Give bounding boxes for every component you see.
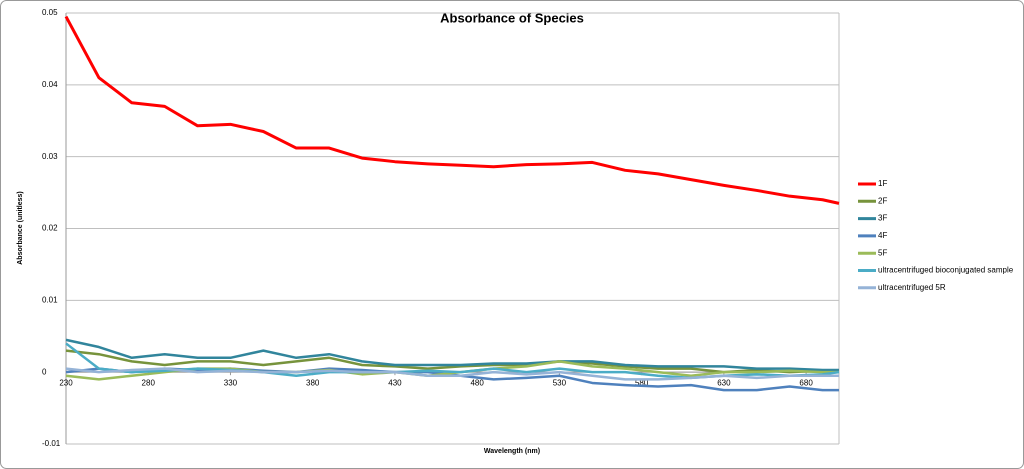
y-tick-label: 0 (42, 367, 47, 376)
x-tick-label: 380 (306, 378, 320, 387)
legend-label: 3F (878, 214, 887, 223)
y-axis-title: Absorbance (unitless) (17, 191, 24, 265)
y-tick-label: 0.04 (42, 80, 58, 89)
x-tick-label: 280 (142, 378, 156, 387)
x-tick-label: 330 (224, 378, 238, 387)
y-tick-label: 0.01 (42, 295, 58, 304)
x-tick-label: 680 (799, 378, 813, 387)
legend-label: 5F (878, 248, 887, 257)
x-tick-label: 630 (717, 378, 731, 387)
x-tick-label: 430 (388, 378, 402, 387)
x-tick-label: 480 (470, 378, 484, 387)
x-tick-label: 580 (635, 378, 649, 387)
y-tick-label: -0.01 (42, 439, 61, 448)
legend-label: ultracentrifuged bioconjugated sample (878, 266, 1014, 275)
x-axis-title: Wavelength (nm) (484, 448, 540, 455)
series-line (64, 15, 840, 205)
series-line (65, 338, 839, 372)
series-line (65, 367, 839, 381)
legend-label: 1F (878, 179, 887, 188)
y-tick-label: 0.02 (42, 224, 58, 233)
legend-label: 2F (878, 196, 887, 205)
legend-label: 4F (878, 231, 887, 240)
y-tick-label: 0.03 (42, 152, 58, 161)
chart-title: Absorbance of Species (440, 10, 584, 25)
legend-label: ultracentrifuged 5R (878, 283, 946, 292)
y-tick-label: 0.05 (42, 8, 58, 17)
x-tick-label: 230 (59, 378, 73, 387)
x-tick-label: 530 (553, 378, 567, 387)
